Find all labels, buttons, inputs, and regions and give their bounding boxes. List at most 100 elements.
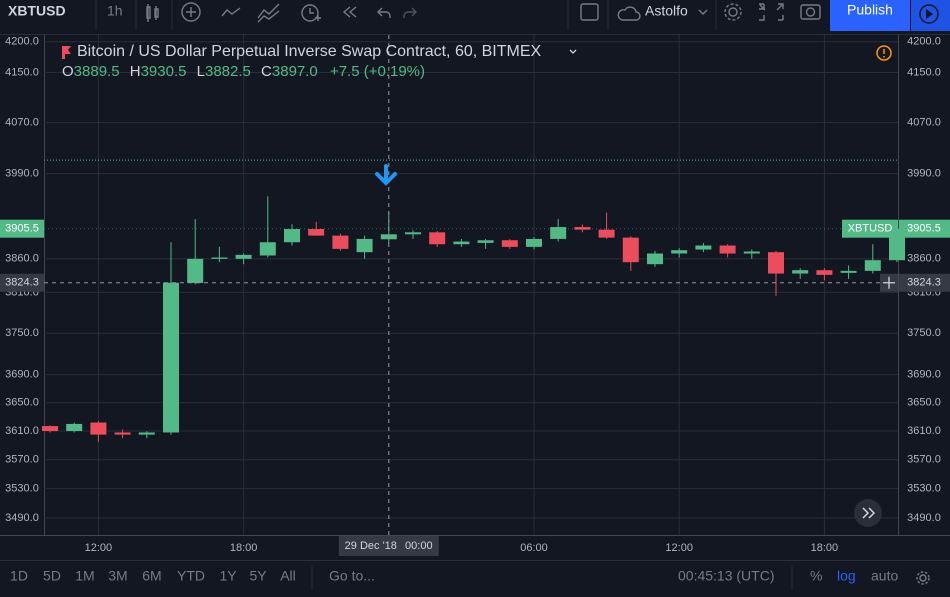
legend-value: 3882.5	[205, 63, 251, 80]
candle-body	[429, 232, 446, 245]
range-button[interactable]: 1D	[10, 568, 28, 584]
x-tick-label: 12:00	[85, 542, 113, 554]
candle-body	[671, 250, 688, 254]
legend-letter: C	[261, 63, 272, 80]
y-tick-label: 4150.0	[907, 66, 941, 78]
settings-icon[interactable]	[916, 571, 930, 585]
x-tick-label: 18:00	[811, 542, 839, 554]
range-button[interactable]: 3M	[108, 568, 127, 584]
alert-icon[interactable]	[301, 4, 321, 22]
y-tick-label: 4200.0	[5, 36, 39, 48]
candle-body	[138, 432, 155, 435]
x-tick-label: 18:00	[230, 542, 258, 554]
y-tick-label: 3650.0	[5, 397, 39, 409]
y-tick-label: 3530.0	[5, 483, 39, 495]
y-tick-label: 3650.0	[907, 397, 941, 409]
candle-body	[66, 423, 83, 432]
templates-icon[interactable]	[257, 3, 280, 23]
cloud-icon[interactable]	[617, 6, 641, 21]
crosshair-cross	[883, 276, 895, 289]
y-tick-label: 4070.0	[907, 116, 941, 128]
compare-icon[interactable]	[221, 7, 241, 17]
play-icon	[926, 9, 933, 19]
last-price-label: 3905.5	[907, 223, 941, 235]
range-button[interactable]: All	[280, 568, 296, 584]
crosshair-tag	[0, 273, 44, 292]
candle-body	[211, 257, 228, 259]
bottom-bar: Go to... 00:45:13 (UTC) % log auto 1D 5D 1…	[10, 566, 930, 590]
candle-body	[284, 229, 300, 243]
legend-letter: H	[130, 63, 141, 80]
candle-body	[719, 245, 736, 254]
layout-icon[interactable]	[580, 3, 599, 21]
fullscreen-icon[interactable]	[759, 3, 784, 21]
y-tick-label: 3990.0	[907, 168, 941, 180]
symbol[interactable]: XBTUSD	[8, 3, 66, 19]
candle-body	[622, 237, 639, 263]
candle-body	[235, 254, 252, 259]
x-tick-label: 06:00	[520, 542, 548, 554]
play-icon	[919, 4, 939, 24]
legend-value: 3889.5	[74, 63, 120, 80]
y-tick-label: 3490.0	[907, 512, 941, 524]
publish-button[interactable]	[830, 0, 910, 31]
crosshair-date: 29 Dec '18	[345, 540, 397, 552]
last-price-name: XBTUSD	[848, 223, 893, 235]
candle-body	[332, 235, 349, 249]
range-button[interactable]: 1Y	[219, 568, 237, 584]
legend-letter: O	[62, 63, 74, 80]
toolbar: XBTUSD 1h Astolfo Publish	[0, 0, 950, 35]
log-toggle[interactable]: log	[837, 568, 856, 584]
candle-body	[792, 270, 809, 274]
candle-body	[816, 270, 833, 275]
candle-body	[453, 241, 470, 245]
crosshair-price: 3824.3	[5, 277, 39, 289]
plot	[42, 35, 905, 535]
ohlc-legend: O3889.5 H3930.5 L3882.5 C3897.0 +7.5 (+0…	[62, 63, 425, 80]
interval[interactable]: 1h	[107, 3, 123, 19]
crosshair-tag	[899, 273, 950, 292]
range-button[interactable]: 6M	[142, 568, 161, 584]
user-name[interactable]: Astolfo	[645, 3, 688, 19]
y-tick-label: 3530.0	[907, 483, 941, 495]
y-tick-label: 3750.0	[907, 327, 941, 339]
undo-icon[interactable]	[377, 7, 391, 18]
y-tick-label: 4150.0	[5, 66, 39, 78]
candle-body	[356, 238, 373, 253]
flag-icon	[62, 46, 71, 59]
y-tick-label: 3610.0	[5, 425, 39, 437]
legend-value: 3930.5	[141, 63, 187, 80]
percent-toggle[interactable]: %	[810, 568, 822, 584]
indicator-icon[interactable]	[181, 2, 201, 22]
replay-icon[interactable]	[342, 6, 357, 18]
candle-body	[840, 270, 857, 273]
y-tick-label: 3690.0	[5, 369, 39, 381]
crosshair-time-tag	[338, 536, 439, 556]
auto-toggle[interactable]: auto	[871, 568, 898, 584]
range-button[interactable]: 1M	[75, 568, 94, 584]
snapshot-icon[interactable]	[800, 4, 821, 20]
publish-label[interactable]: Publish	[847, 2, 893, 18]
candle-body	[526, 238, 542, 247]
candle-body	[768, 252, 784, 274]
candles-icon[interactable]	[146, 4, 159, 22]
goto[interactable]: Go to...	[329, 568, 375, 584]
warning-icon[interactable]	[876, 45, 892, 61]
settings-icon[interactable]	[724, 3, 742, 21]
range-button[interactable]: 5Y	[249, 568, 267, 584]
y-tick-label: 3990.0	[5, 168, 39, 180]
candle-body	[308, 229, 325, 236]
redo-icon[interactable]	[403, 7, 417, 18]
legend-value: 3897.0	[272, 63, 318, 80]
candle-body	[259, 242, 276, 256]
legend-letter: L	[197, 63, 205, 80]
range-button[interactable]: 5D	[43, 568, 61, 584]
chevron	[698, 9, 708, 15]
x-tick-label: 12:00	[665, 542, 693, 554]
candle-body	[90, 422, 107, 435]
range-button[interactable]: YTD	[177, 568, 205, 584]
candle-body	[647, 253, 663, 265]
crosshair-time: 00:00	[405, 540, 433, 552]
